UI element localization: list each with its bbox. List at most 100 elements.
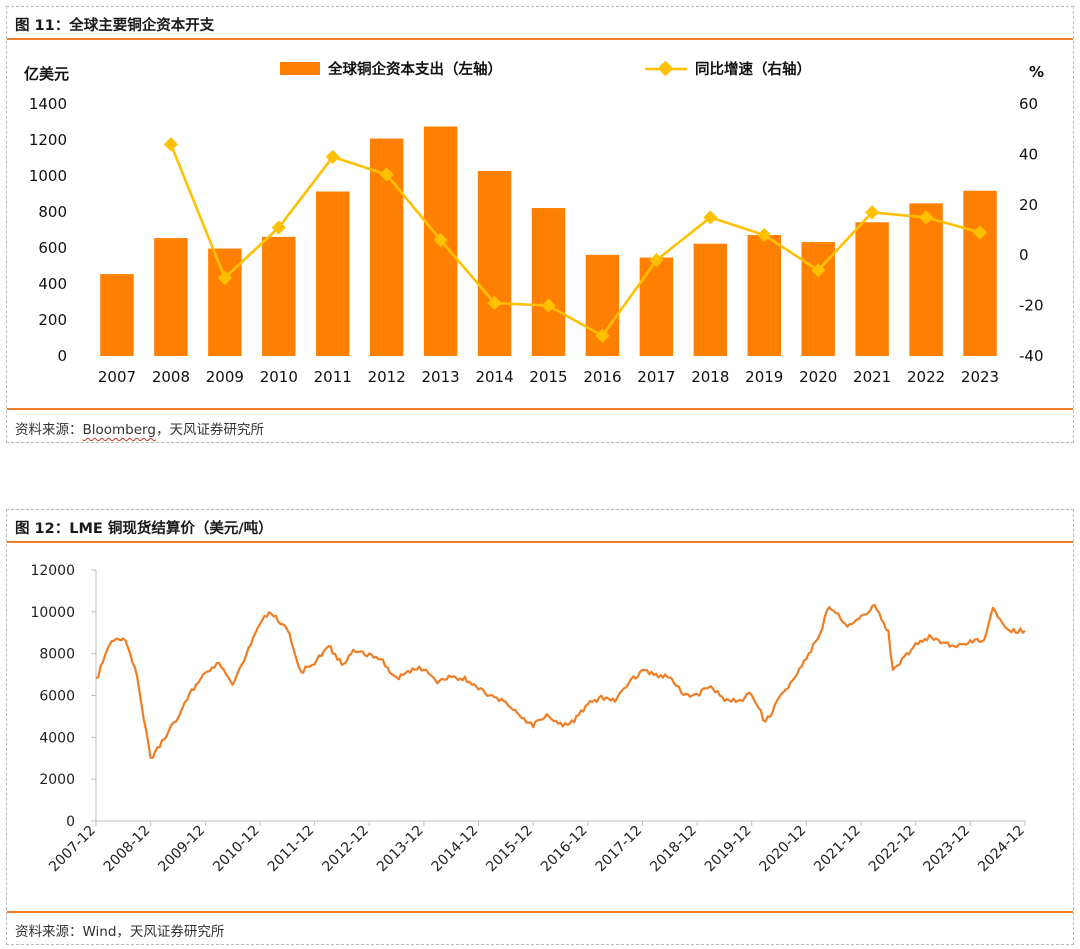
x-axis-tick: 2016 <box>583 368 621 386</box>
x-axis-tick: 2010-12 <box>210 823 263 876</box>
growth-line <box>169 143 981 338</box>
capex-bar-2009 <box>208 248 242 356</box>
title-rule-2 <box>7 541 1073 543</box>
y-axis-tick: 4000 <box>39 730 75 746</box>
figure-12-panel: 图 12：LME 铜现货结算价（美元/吨） 0 2000 4000 6000 8000 1… <box>6 509 1074 945</box>
capex-bar-2015 <box>531 208 566 356</box>
y-axis-tick: 0 <box>66 814 75 830</box>
x-axis-tick: 2008-12 <box>101 823 154 876</box>
x-axis-tick: 2012-12 <box>319 823 372 876</box>
growth-point-2011 <box>325 149 340 164</box>
growth-point-2021 <box>865 205 880 220</box>
left-axis-tick: 400 <box>38 275 67 293</box>
source-suffix: ，天风证券研究所 <box>155 422 264 438</box>
lme-copper-chart: 0 2000 4000 6000 8000 10000 12000 2007-12 2008-… <box>30 563 1028 876</box>
x-axis-tick: 2014-12 <box>429 823 482 876</box>
y-axis-tick: 12000 <box>30 563 75 579</box>
title-rule <box>7 38 1073 40</box>
x-axis-tick: 2010 <box>260 368 298 386</box>
capex-bar-2020 <box>801 242 835 356</box>
x-axis-tick: 2024-12 <box>975 823 1028 876</box>
x-axis-tick: 2013 <box>422 368 460 386</box>
x-axis-tick: 2020-12 <box>757 823 810 876</box>
x-axis-tick: 2018-12 <box>647 823 700 876</box>
capex-bar-2022 <box>909 203 943 356</box>
capex-bar-2018 <box>693 243 728 356</box>
right-axis-tick: 40 <box>1019 145 1038 163</box>
legend-bar-label: 全球铜企资本支出（左轴） <box>327 60 502 78</box>
right-axis-tick: 20 <box>1019 196 1038 214</box>
x-axis-tick: 2015-12 <box>483 823 536 876</box>
x-axis-tick: 2009 <box>206 368 244 386</box>
capex-bar-2019 <box>747 235 781 356</box>
growth-point-2020 <box>811 263 826 278</box>
x-axis-tick: 2017 <box>637 368 675 386</box>
x-axis-tick: 2009-12 <box>155 823 208 876</box>
growth-point-2012 <box>379 167 394 182</box>
x-axis-tick: 2020 <box>799 368 837 386</box>
growth-point-2009 <box>217 270 232 285</box>
y-axis-tick: 2000 <box>39 772 75 788</box>
y-axis-tick: 10000 <box>30 605 75 621</box>
growth-point-2010 <box>271 220 286 235</box>
growth-point-2019 <box>757 227 772 243</box>
left-axis-tick: 1000 <box>29 167 67 185</box>
right-axis-unit: % <box>1029 63 1044 81</box>
right-axis-tick: -20 <box>1019 297 1044 315</box>
left-axis-tick: 1400 <box>29 95 67 113</box>
x-axis-tick: 2016-12 <box>538 823 591 876</box>
x-axis-tick: 2007 <box>98 368 136 386</box>
source-rule-2 <box>7 911 1073 913</box>
capex-bar-2011 <box>316 191 350 356</box>
x-axis-tick: 2011 <box>314 368 352 386</box>
x-axis-tick: 2018 <box>691 368 729 386</box>
left-axis-tick: 1200 <box>29 131 67 149</box>
growth-point-2014 <box>487 296 502 311</box>
x-axis-tick: 2015 <box>529 368 567 386</box>
left-axis-tick: 200 <box>38 311 67 329</box>
capex-bar-2007 <box>100 274 134 356</box>
source-name: Bloomberg <box>82 422 156 438</box>
figure-12-title: 图 12：LME 铜现货结算价（美元/吨） <box>15 521 273 537</box>
x-axis-tick: 2017-12 <box>593 823 646 876</box>
left-axis-tick: 600 <box>38 239 67 257</box>
figure-11-panel: 图 11：全球主要铜企资本开支 亿美元 % 全球铜企资本支出（左轴） 同比增速（… <box>6 6 1074 443</box>
x-axis-tick: 2011-12 <box>265 823 318 876</box>
growth-point-2008 <box>163 137 178 152</box>
x-axis-tick: 2019-12 <box>702 823 755 876</box>
growth-point-2018 <box>703 210 718 225</box>
copper-price-line <box>95 603 1026 759</box>
figure-11-title: 图 11：全球主要铜企资本开支 <box>15 18 215 34</box>
growth-point-2023 <box>972 225 988 240</box>
x-axis-tick: 2021 <box>853 368 891 386</box>
x-axis-tick: 2012 <box>368 368 406 386</box>
source-prefix: 资料来源： <box>15 422 83 438</box>
growth-point-2015 <box>541 298 556 313</box>
x-axis-tick: 2014 <box>475 368 513 386</box>
legend-line-label: 同比增速（右轴） <box>695 60 811 78</box>
x-axis-tick: 2022 <box>907 368 945 386</box>
growth-point-2016 <box>595 328 610 343</box>
right-axis-tick: 60 <box>1019 95 1038 113</box>
left-axis-tick: 0 <box>57 347 67 365</box>
y-axis-tick: 8000 <box>39 647 75 663</box>
x-axis-tick: 2008 <box>152 368 190 386</box>
left-axis-unit: 亿美元 <box>24 65 69 83</box>
x-axis-tick: 2019 <box>745 368 783 386</box>
y-axis-tick: 6000 <box>39 689 75 705</box>
x-axis-tick: 2021-12 <box>811 823 864 876</box>
capex-bar-2017 <box>639 257 674 356</box>
capex-bar-2014 <box>477 170 512 356</box>
capex-bar-2023 <box>963 190 997 356</box>
capex-bar-2021 <box>855 222 889 356</box>
right-axis-tick: -40 <box>1019 347 1044 365</box>
x-axis-tick: 2022-12 <box>866 823 919 876</box>
legend-line-marker <box>657 60 674 77</box>
growth-point-2017 <box>649 253 664 268</box>
legend-bar-swatch <box>280 62 320 75</box>
left-axis-tick: 800 <box>38 203 67 221</box>
right-axis-tick: 0 <box>1019 246 1029 264</box>
figure-12-source: 资料来源：Wind，天风证券研究所 <box>15 924 225 940</box>
growth-point-2013 <box>433 233 448 248</box>
x-axis-tick: 2013-12 <box>374 823 427 876</box>
